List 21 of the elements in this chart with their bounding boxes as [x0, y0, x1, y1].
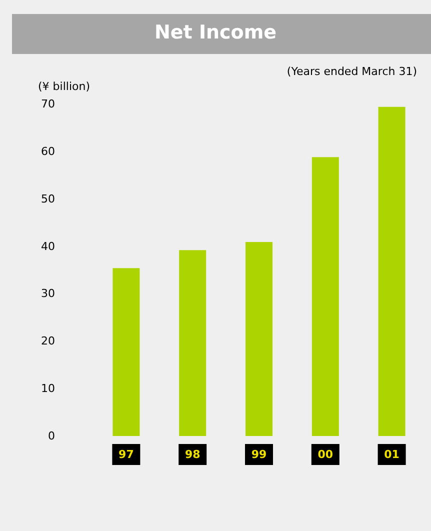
- bar: [312, 157, 339, 436]
- y-tick-label: 20: [41, 334, 55, 348]
- y-tick-label: 60: [41, 144, 55, 158]
- bar: [378, 106, 406, 436]
- x-tick-label: 98: [184, 448, 200, 461]
- bar: [112, 268, 140, 436]
- y-tick-label: 50: [41, 192, 55, 206]
- x-tick-label: 00: [318, 448, 334, 461]
- y-tick-label: 0: [48, 430, 55, 442]
- y-axis-title: (¥ billion): [38, 80, 90, 93]
- x-tick-label: 97: [118, 448, 134, 461]
- x-tick-label: 99: [251, 448, 267, 461]
- x-tick-label: 01: [384, 448, 400, 461]
- y-tick-label: 40: [41, 240, 55, 253]
- y-tick-label: 70: [41, 98, 55, 110]
- text: (Years ended March 31): [286, 65, 417, 78]
- bar: [246, 242, 272, 436]
- y-tick-label: 30: [41, 287, 55, 300]
- bar: [179, 250, 206, 436]
- chart-title: Net Income: [154, 22, 277, 44]
- y-tick-label: 10: [41, 382, 55, 396]
